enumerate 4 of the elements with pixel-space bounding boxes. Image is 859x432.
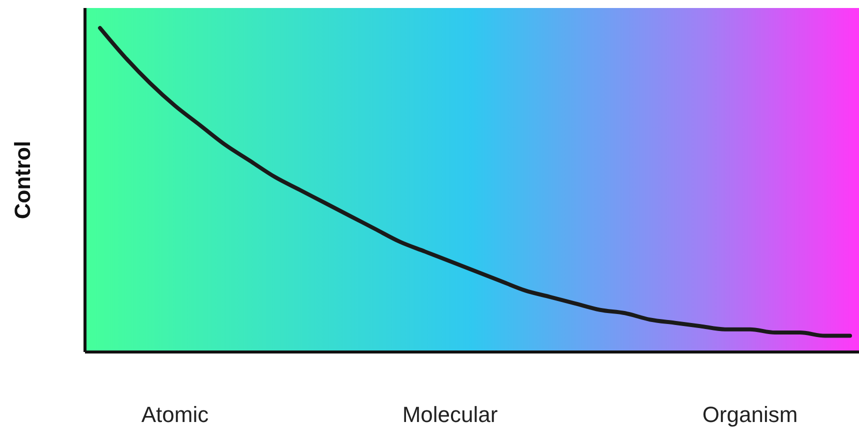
x-tick-label: Organism xyxy=(702,402,798,427)
x-tick-label: Molecular xyxy=(402,402,498,427)
y-axis-title: Control xyxy=(10,140,35,220)
x-tick-label: Atomic xyxy=(141,402,209,427)
